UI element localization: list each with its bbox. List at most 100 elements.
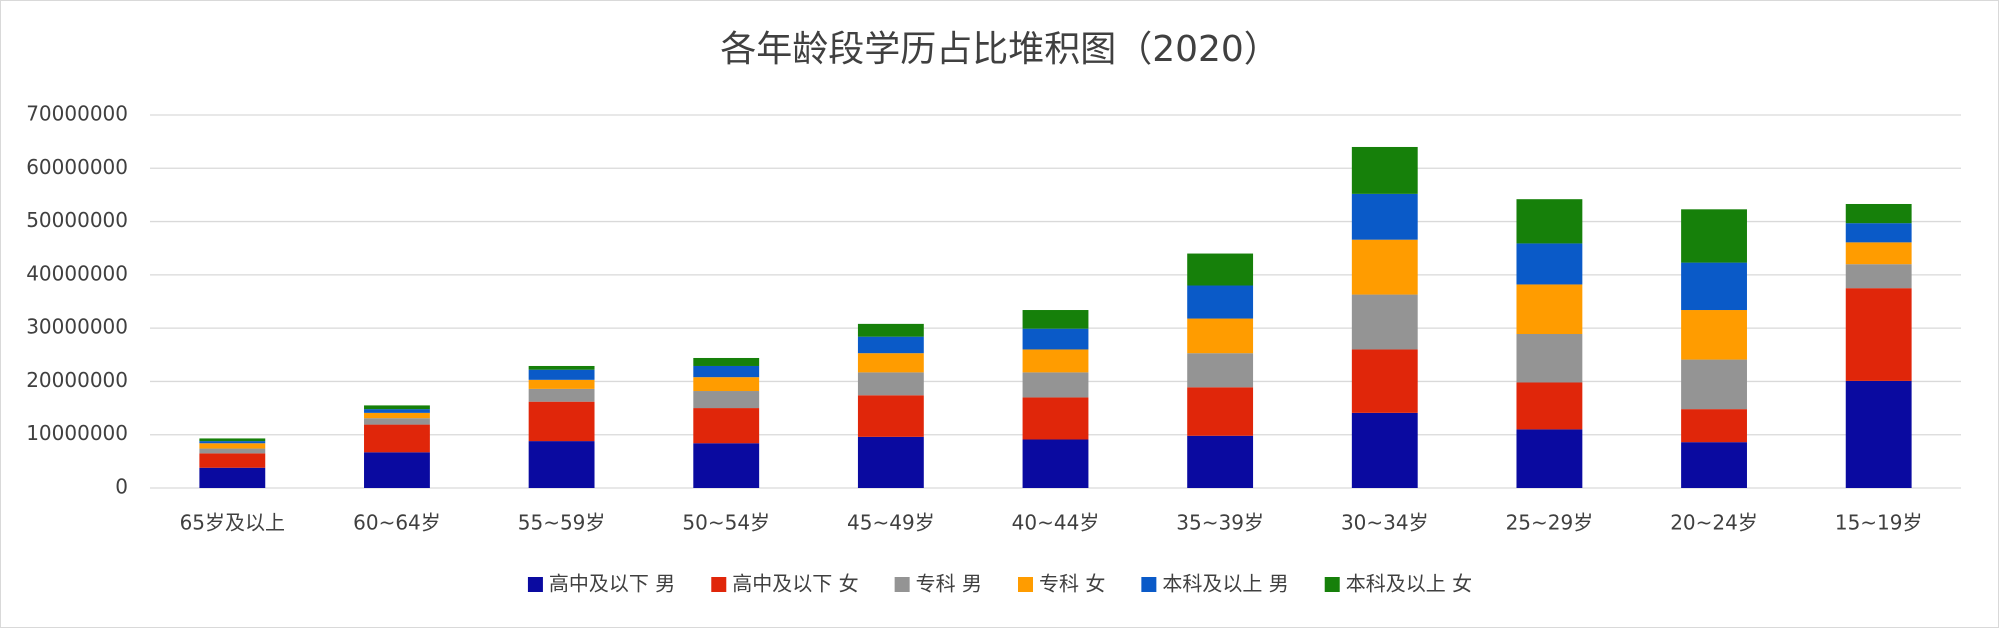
bar-segment (1351, 146, 1418, 194)
y-tick-label: 0 (115, 475, 128, 499)
legend-swatch (711, 577, 727, 592)
bar-segment (693, 443, 760, 488)
bar-segment (1351, 239, 1418, 295)
bar-segment (1681, 359, 1747, 410)
x-tick-label: 35~39岁 (1176, 511, 1264, 535)
bar-segment (693, 377, 760, 392)
legend-label: 高中及以下 男 (549, 572, 675, 596)
bar-segment (364, 405, 430, 410)
x-tick-label: 40~44岁 (1012, 511, 1100, 535)
bar-segment (528, 388, 595, 402)
bar-segment (199, 453, 266, 468)
bar-segment (1845, 242, 1912, 265)
bar-segment (528, 441, 595, 488)
bar-segment (693, 365, 760, 378)
bar-segment (1187, 353, 1254, 388)
bar-segment (199, 467, 266, 488)
bar-segment (1845, 223, 1912, 243)
bar-segment (1516, 334, 1583, 383)
y-tick-label: 70000000 (26, 102, 128, 126)
bar-segment (364, 412, 430, 419)
bar-segment (1516, 382, 1583, 430)
legend-swatch (527, 577, 543, 592)
bar-segment (528, 369, 595, 380)
bar-segment (1187, 318, 1254, 354)
bar-segment (528, 379, 595, 389)
bar-segment (1351, 412, 1418, 488)
y-tick-label: 50000000 (26, 208, 128, 232)
bar-segment (1187, 387, 1254, 436)
bar-segment (1351, 349, 1418, 413)
bar-segment (1681, 409, 1747, 443)
bar-segment (1187, 253, 1254, 286)
bar-segment (857, 323, 924, 337)
bar-segment (1022, 310, 1089, 329)
bar-segment (364, 418, 430, 425)
x-tick-label: 60~64岁 (353, 511, 441, 535)
legend-swatch (1324, 577, 1340, 592)
bar-segment (1681, 442, 1747, 488)
bar-segment (1681, 262, 1747, 311)
legend-label: 专科 男 (916, 572, 982, 596)
bar-segment (1022, 439, 1089, 488)
x-tick-label: 45~49岁 (847, 511, 935, 535)
x-tick-label: 65岁及以上 (180, 511, 285, 535)
bar-segment (693, 391, 760, 409)
bar-segment (1187, 435, 1254, 488)
bar-segment (199, 441, 266, 444)
bar-segment (1516, 284, 1583, 335)
x-tick-label: 30~34岁 (1341, 511, 1429, 535)
bar-segment (1681, 209, 1747, 263)
bar-segment (1351, 193, 1418, 240)
bar-segment (1845, 380, 1912, 488)
bar-segment (364, 424, 430, 453)
chart-title: 各年龄段学历占比堆积图（2020） (720, 29, 1280, 70)
bar-segment (1845, 203, 1912, 224)
legend-swatch (1018, 577, 1033, 592)
x-tick-label: 15~19岁 (1835, 511, 1923, 535)
bar-segment (857, 436, 924, 488)
y-tick-label: 20000000 (26, 368, 128, 392)
bar-segment (693, 408, 760, 444)
bar-segment (1351, 294, 1418, 350)
bar-segment (1022, 349, 1089, 373)
bar-segment (1845, 288, 1912, 381)
bar-segment (1681, 310, 1747, 360)
bar-segment (528, 365, 595, 370)
y-tick-label: 30000000 (26, 315, 128, 339)
bar-segment (857, 372, 924, 396)
x-tick-label: 50~54岁 (682, 511, 770, 535)
bar-segment (1516, 429, 1583, 488)
legend-swatch (1141, 577, 1157, 592)
legend-label: 本科及以上 女 (1346, 572, 1472, 596)
bar-segment (1022, 372, 1089, 398)
x-tick-label: 20~24岁 (1670, 511, 1758, 535)
legend-swatch (894, 577, 910, 592)
bar-segment (364, 452, 430, 488)
bar-segment (693, 357, 760, 366)
bar-segment (364, 409, 430, 413)
x-tick-label: 25~29岁 (1506, 511, 1594, 535)
bar-segment (1187, 285, 1254, 319)
legend-label: 专科 女 (1039, 572, 1105, 596)
bar-segment (1022, 328, 1089, 350)
y-tick-label: 40000000 (26, 261, 128, 285)
bar-segment (857, 353, 924, 373)
bar-segment (199, 438, 266, 442)
x-tick-label: 55~59岁 (518, 511, 606, 535)
bar-segment (199, 443, 266, 449)
bar-segment (1845, 264, 1912, 289)
bar-segment (199, 448, 266, 454)
y-tick-label: 60000000 (26, 155, 128, 179)
y-tick-label: 10000000 (26, 421, 128, 445)
legend-label: 高中及以下 女 (732, 572, 858, 596)
legend-label: 本科及以上 男 (1162, 572, 1288, 596)
bar-segment (1516, 243, 1583, 285)
bar-segment (857, 336, 924, 354)
bar-segment (528, 401, 595, 442)
bar-segment (1022, 397, 1089, 440)
bar-segment (1516, 199, 1583, 244)
